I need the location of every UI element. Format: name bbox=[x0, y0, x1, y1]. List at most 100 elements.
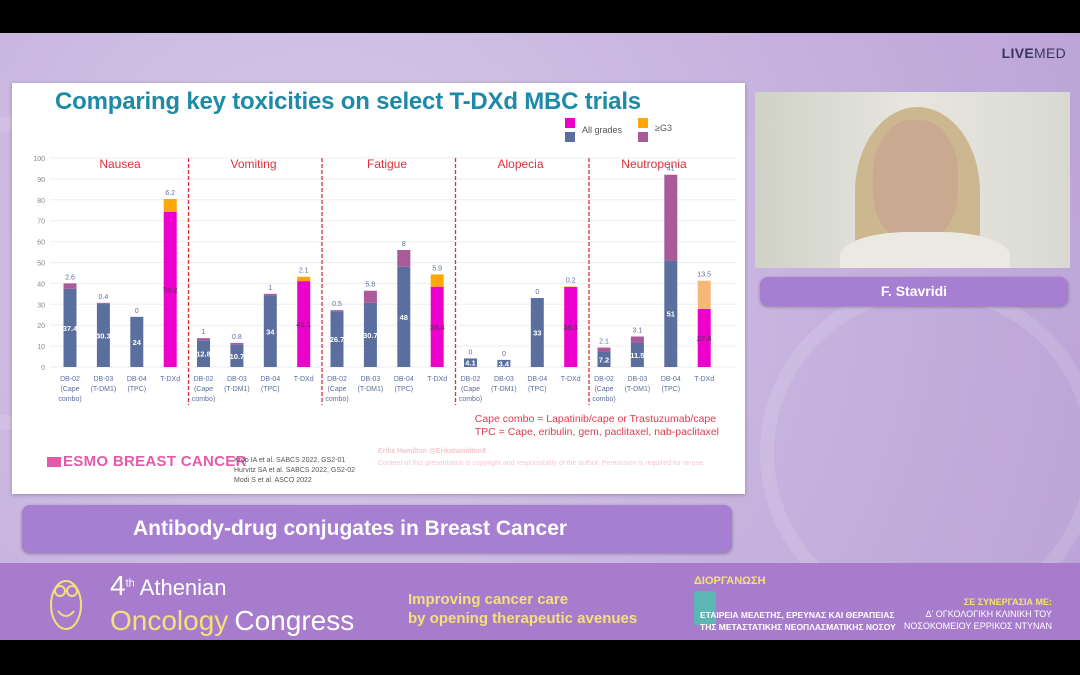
bar-all-grades bbox=[230, 344, 244, 367]
bar-g3 bbox=[664, 174, 678, 261]
group-title: Alopecia bbox=[497, 157, 543, 171]
category-label: DB-04 bbox=[527, 376, 547, 383]
category-label: T-DXd bbox=[694, 376, 714, 383]
bar-all-grades bbox=[330, 311, 344, 367]
y-tick-label: 10 bbox=[37, 344, 45, 351]
organizer-logo-icon bbox=[694, 591, 716, 625]
legend-swatch-g3 bbox=[638, 132, 648, 142]
organizer-label: ΔΙΟΡΓΑΝΩΣΗ bbox=[694, 575, 766, 587]
bar-all-grades bbox=[464, 358, 477, 367]
y-tick-label: 50 bbox=[37, 261, 45, 268]
bar-g3 bbox=[430, 274, 444, 287]
legend-swatch-tdxd-all bbox=[565, 118, 575, 128]
bar-g3 bbox=[630, 336, 644, 343]
group-title: Vomiting bbox=[230, 157, 276, 171]
category-label: T-DXd bbox=[160, 376, 180, 383]
category-label: (TPC) bbox=[261, 386, 280, 393]
value-label-g3: 0.5 bbox=[332, 301, 342, 308]
category-label: (T-DM1) bbox=[358, 386, 384, 393]
category-label: combo) bbox=[592, 396, 615, 403]
value-label-g3: 5.8 bbox=[366, 282, 376, 289]
value-label-g3: 2.1 bbox=[299, 268, 309, 275]
author-watermark: Erika Hamilton @Erikahamilton8 Content o… bbox=[378, 448, 705, 467]
category-label: (TPC) bbox=[394, 386, 413, 393]
bar-all-grades bbox=[497, 359, 511, 367]
value-label-g3: 5.9 bbox=[432, 265, 442, 272]
organizer-name: ΕΤΑΙΡΕΙΑ ΜΕΛΕΤΗΣ, ΕΡΕΥΝΑΣ ΚΑΙ ΘΕΡΑΠΕΙΑΣ Τ… bbox=[700, 610, 896, 632]
category-label: T-DXd bbox=[561, 376, 581, 383]
value-label-all: 38.3 bbox=[563, 323, 578, 332]
category-label: DB-03 bbox=[494, 376, 514, 383]
bar-g3 bbox=[597, 347, 611, 352]
bar-g3 bbox=[330, 310, 344, 312]
value-label-all: 3.4 bbox=[499, 359, 510, 368]
bar-all-grades bbox=[263, 295, 277, 367]
category-label: combo) bbox=[325, 396, 348, 403]
bar-all-grades bbox=[63, 288, 77, 367]
category-label: DB-04 bbox=[127, 376, 147, 383]
bar-all-grades bbox=[564, 286, 578, 367]
value-label-all: 38.4 bbox=[430, 323, 445, 332]
value-label-all: 30.3 bbox=[96, 331, 111, 340]
category-label: DB-03 bbox=[227, 376, 247, 383]
bar-all-grades bbox=[664, 260, 678, 367]
livemed-logo: LIVEMED bbox=[1001, 45, 1066, 61]
value-label-all: 34 bbox=[266, 327, 275, 336]
y-tick-label: 90 bbox=[37, 177, 45, 184]
category-label: DB-03 bbox=[93, 376, 113, 383]
congress-title: 4th Athenian Oncology Congress bbox=[110, 570, 355, 636]
value-label-all: 24 bbox=[133, 338, 142, 347]
value-label-g3: 0 bbox=[535, 289, 539, 296]
category-label: T-DXd bbox=[427, 376, 447, 383]
esmo-logo: ESMO BREAST CANCER bbox=[47, 453, 247, 470]
value-label-all: 37.4 bbox=[63, 324, 78, 333]
bar-g3 bbox=[63, 283, 77, 289]
group-title: Nausea bbox=[99, 157, 141, 171]
bar-g3 bbox=[263, 293, 277, 296]
category-label: (TPC) bbox=[127, 386, 146, 393]
footnote-line: TPC = Cape, eribulin, gem, paclitaxel, n… bbox=[474, 426, 719, 438]
value-label-g3: 2.6 bbox=[65, 274, 75, 281]
y-tick-label: 80 bbox=[37, 198, 45, 205]
value-label-g3: 1 bbox=[202, 329, 206, 336]
y-tick-label: 0 bbox=[41, 365, 45, 372]
y-tick-label: 60 bbox=[37, 240, 45, 247]
value-label-g3: 0 bbox=[135, 308, 139, 315]
bar-g3 bbox=[397, 249, 411, 267]
bar-g3 bbox=[297, 276, 311, 282]
owl-logo-icon bbox=[50, 580, 82, 630]
category-label: combo) bbox=[459, 396, 482, 403]
y-tick-label: 40 bbox=[37, 281, 45, 288]
category-label: (Cape bbox=[594, 386, 613, 393]
session-title: Antibody-drug conjugates in Breast Cance… bbox=[22, 505, 732, 553]
speaker-video bbox=[755, 92, 1070, 268]
value-label-all: 48 bbox=[400, 313, 408, 322]
cooperation: ΣΕ ΣΥΝΕΡΓΑΣΙΑ ΜΕ: Δ' ΟΓΚΟΛΟΓΙΚΗ ΚΛΙΝΙΚΗ … bbox=[903, 597, 1052, 631]
legend-all-grades: All grades bbox=[582, 125, 623, 135]
category-label: combo) bbox=[192, 396, 215, 403]
category-label: (Cape bbox=[194, 386, 213, 393]
category-label: DB-02 bbox=[60, 376, 80, 383]
value-label-all: 51 bbox=[667, 310, 675, 319]
value-label-g3: 0 bbox=[469, 349, 473, 356]
group-title: Fatigue bbox=[367, 157, 407, 171]
category-label: DB-02 bbox=[594, 376, 614, 383]
y-tick-label: 70 bbox=[37, 219, 45, 226]
footnote-line: Cape combo = Lapatinib/cape or Trastuzum… bbox=[474, 413, 717, 425]
value-label-g3: 13.5 bbox=[697, 272, 711, 279]
category-label: DB-03 bbox=[627, 376, 647, 383]
value-label-g3: 6.2 bbox=[165, 190, 175, 197]
value-label-g3: 8 bbox=[402, 241, 406, 248]
reference: Krop IA et al. SABCS 2022, GS2-01 bbox=[234, 457, 346, 464]
category-label: DB-02 bbox=[327, 376, 347, 383]
legend-g3: ≥G3 bbox=[655, 123, 672, 133]
bar-g3 bbox=[163, 198, 177, 212]
value-label-all: 33 bbox=[533, 329, 541, 338]
category-label: DB-02 bbox=[461, 376, 481, 383]
bar-g3 bbox=[697, 280, 711, 309]
bar-all-grades bbox=[163, 211, 177, 367]
category-label: (Cape bbox=[461, 386, 480, 393]
category-label: (T-DM1) bbox=[224, 386, 250, 393]
value-label-all: 74.2 bbox=[163, 285, 178, 294]
